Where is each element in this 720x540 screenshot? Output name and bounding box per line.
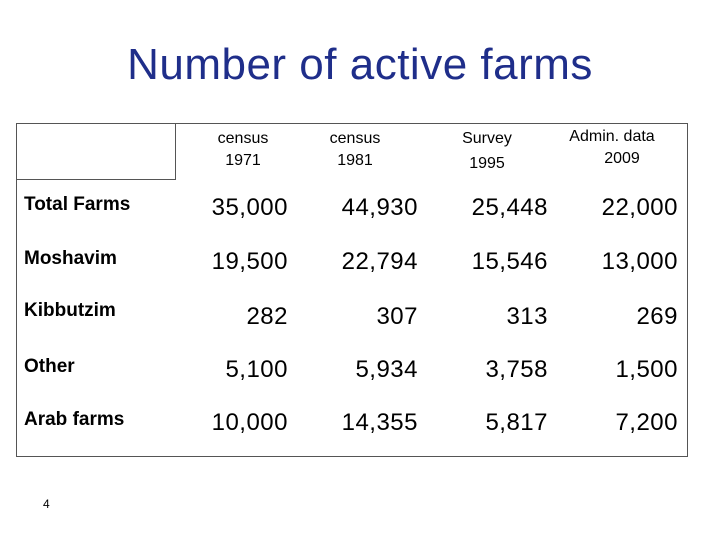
col-header-census-1981: census 1981 bbox=[300, 128, 410, 172]
table-cell: 13,000 bbox=[601, 248, 678, 275]
table-cell: 269 bbox=[636, 303, 678, 330]
row-label-moshavim: Moshavim bbox=[24, 248, 117, 269]
col-header-line2: 2009 bbox=[604, 150, 640, 167]
table-cell: 5,100 bbox=[225, 356, 288, 383]
table-cell: 14,355 bbox=[341, 409, 418, 436]
table-cell: 5,817 bbox=[485, 409, 548, 436]
col-header-line1: Admin. data bbox=[569, 128, 655, 145]
col-header-census-1971: census 1971 bbox=[188, 128, 298, 172]
table-cell: 22,000 bbox=[601, 194, 678, 221]
table-cell: 1,500 bbox=[615, 356, 678, 383]
col-header-line2: 1981 bbox=[337, 152, 373, 169]
col-header-line2: 1995 bbox=[469, 155, 505, 172]
table-cell: 19,500 bbox=[211, 248, 288, 275]
col-header-line1: census bbox=[329, 130, 381, 147]
table-cell: 282 bbox=[246, 303, 288, 330]
table-cell: 25,448 bbox=[471, 194, 548, 221]
table-cell: 22,794 bbox=[341, 248, 418, 275]
col-header-line2: 1971 bbox=[225, 152, 261, 169]
table-cell: 3,758 bbox=[485, 356, 548, 383]
table-cell: 44,930 bbox=[341, 194, 418, 221]
table-cell: 307 bbox=[376, 303, 418, 330]
row-label-kibbutzim: Kibbutzim bbox=[24, 300, 116, 321]
table-cell: 5,934 bbox=[355, 356, 418, 383]
col-header-survey-1995: Survey 1995 bbox=[432, 128, 542, 175]
row-label-other: Other bbox=[24, 356, 75, 377]
table-cell: 313 bbox=[506, 303, 548, 330]
table-cell: 35,000 bbox=[211, 194, 288, 221]
table-cell: 7,200 bbox=[615, 409, 678, 436]
page-number: 4 bbox=[43, 497, 50, 511]
row-label-total-farms: Total Farms bbox=[24, 194, 131, 215]
table-cell: 15,546 bbox=[471, 248, 548, 275]
col-header-line1: census bbox=[217, 130, 269, 147]
corner-header-cell bbox=[16, 123, 176, 180]
farms-table bbox=[16, 123, 688, 457]
page-title: Number of active farms bbox=[127, 40, 593, 89]
col-header-admin-2009: Admin. data 2009 bbox=[552, 126, 672, 170]
row-label-arab-farms: Arab farms bbox=[24, 409, 125, 430]
col-header-line1: Survey bbox=[462, 130, 512, 147]
table-cell: 10,000 bbox=[211, 409, 288, 436]
